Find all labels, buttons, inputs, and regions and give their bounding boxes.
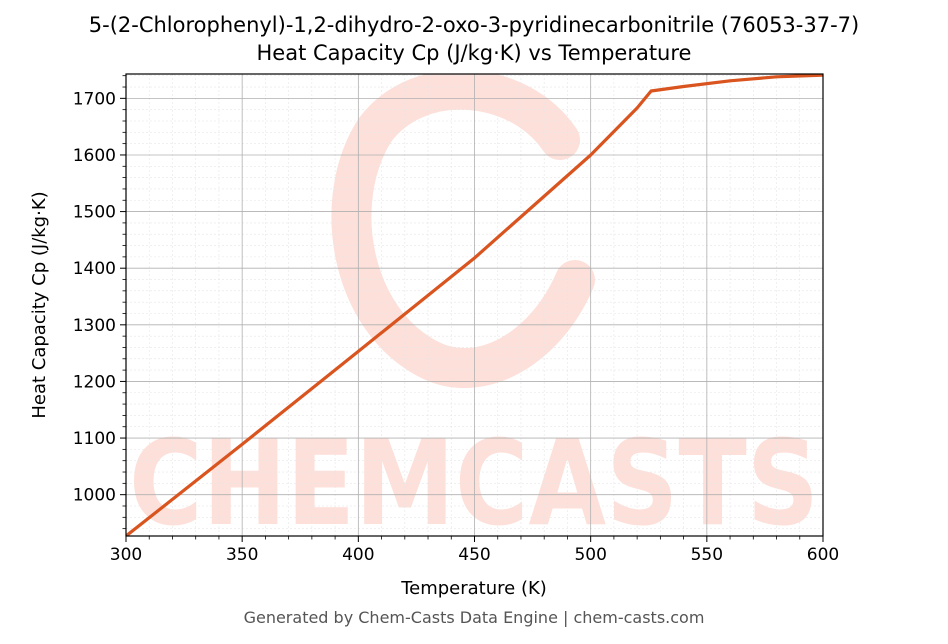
y-tick-label: 1000 — [73, 486, 116, 506]
chart-subtitle: Heat Capacity Cp (J/kg·K) vs Temperature — [256, 41, 692, 65]
x-tick-label: 450 — [458, 545, 490, 565]
y-tick-label: 1300 — [73, 316, 116, 336]
chemcasts-watermark: CHEMCASTS — [129, 74, 819, 552]
y-tick-label: 1100 — [73, 429, 116, 449]
x-tick-label: 300 — [110, 545, 142, 565]
y-axis-label: Heat Capacity Cp (J/kg·K) — [29, 191, 50, 418]
y-tick-label: 1500 — [73, 203, 116, 223]
x-axis-label: Temperature (K) — [400, 578, 547, 599]
x-tick-label: 500 — [574, 545, 606, 565]
y-tick-label: 1400 — [73, 259, 116, 279]
x-tick-label: 400 — [342, 545, 374, 565]
x-tick-label: 350 — [226, 545, 258, 565]
x-tick-label: 600 — [807, 545, 839, 565]
watermark-logo-icon — [331, 74, 595, 388]
y-tick-label: 1700 — [73, 89, 116, 109]
x-tick-label: 550 — [691, 545, 723, 565]
chart-title: 5-(2-Chlorophenyl)-1,2-dihydro-2-oxo-3-p… — [88, 13, 860, 37]
footer-credit: Generated by Chem-Casts Data Engine | ch… — [243, 608, 705, 627]
heat-capacity-series-line — [126, 74, 823, 536]
y-tick-label: 1600 — [73, 146, 116, 166]
watermark-text: CHEMCASTS — [129, 414, 819, 552]
y-tick-label: 1200 — [73, 372, 116, 392]
